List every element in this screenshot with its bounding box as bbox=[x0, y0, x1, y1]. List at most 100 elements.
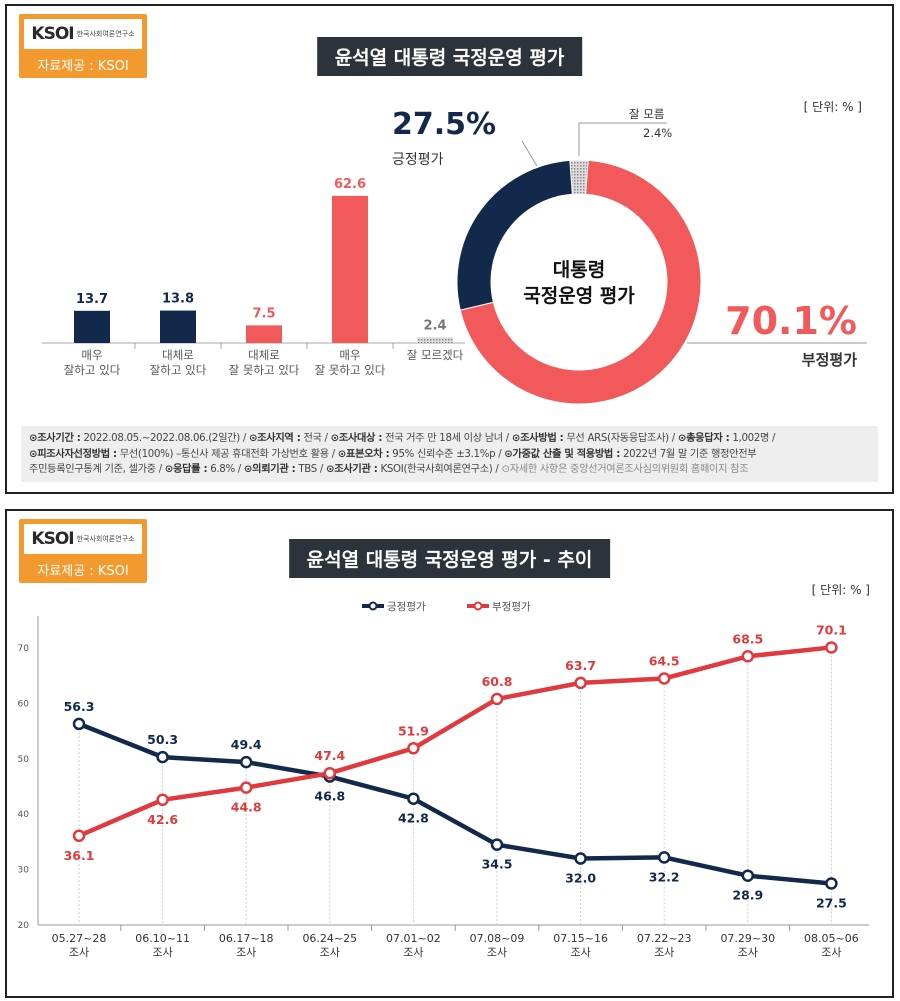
data-label: 64.5 bbox=[649, 653, 680, 668]
logo-mark: KSOI bbox=[31, 529, 74, 549]
bar bbox=[332, 195, 368, 343]
data-label: 60.8 bbox=[482, 674, 513, 689]
donut-center-label: 대통령 bbox=[553, 259, 605, 281]
ksoi-logo: KSOI 한국사회여론연구소 자료제공 : KSOI bbox=[19, 519, 147, 583]
survey-footer: ⊙조사기간 : 2022.08.05.~2022.08.06.(2일간) / ⊙… bbox=[21, 426, 878, 482]
bar-value-label: 13.7 bbox=[76, 292, 108, 307]
donut-center-label: 국정운영 평가 bbox=[523, 285, 635, 307]
bar-value-label: 13.8 bbox=[162, 292, 194, 307]
unknown-label: 잘 모름 bbox=[629, 107, 664, 121]
donut-slice bbox=[456, 159, 573, 311]
footer-value: 무선 ARS(자동응답조사) / bbox=[563, 433, 678, 444]
leader-line bbox=[521, 140, 538, 167]
data-label: 47.4 bbox=[314, 748, 345, 763]
x-tick-label: 조사 bbox=[570, 946, 590, 959]
footer-key: ⊙조사기간 : bbox=[29, 433, 81, 444]
data-point bbox=[825, 641, 838, 654]
unit-label: [ 단위: % ] bbox=[811, 583, 870, 597]
data-label: 42.6 bbox=[147, 812, 178, 827]
trend-panel: KSOI 한국사회여론연구소 자료제공 : KSOI 윤석열 대통령 국정운영 평… bbox=[5, 509, 894, 998]
data-label: 27.5 bbox=[816, 895, 847, 910]
positive-percent: 27.5% bbox=[392, 107, 496, 142]
footer-key: ⊙총응답자 : bbox=[677, 433, 730, 444]
data-point bbox=[657, 851, 671, 864]
footer-key: ⊙조사지역 : bbox=[248, 433, 301, 444]
bar-value-label: 62.6 bbox=[334, 177, 366, 192]
x-tick-label: 조사 bbox=[403, 946, 423, 959]
x-tick-label: 06.17~18 bbox=[219, 932, 274, 945]
bar-category-label: 잘 못하고 있다 bbox=[315, 363, 386, 377]
x-tick-label: 06.10~11 bbox=[135, 932, 190, 945]
data-point bbox=[825, 877, 838, 890]
positive-label: 긍정평가 bbox=[392, 152, 444, 168]
footer-value: 주민등록인구통계 기준, 셀가중 / bbox=[29, 464, 165, 475]
bar-category-label: 대체로 bbox=[162, 348, 194, 362]
legend-label: 긍정평가 bbox=[387, 601, 426, 613]
footer-value: 1,002명 / bbox=[729, 433, 776, 444]
data-point bbox=[574, 852, 587, 865]
bar-category-label: 잘 못하고 있다 bbox=[229, 363, 300, 377]
bar bbox=[417, 337, 453, 343]
footer-value: 95% 신뢰수준 ±3.1%p / bbox=[389, 448, 505, 460]
y-tick-label: 30 bbox=[18, 866, 30, 876]
data-label: 28.9 bbox=[732, 888, 763, 903]
data-label: 68.5 bbox=[732, 631, 763, 646]
data-point bbox=[156, 750, 169, 764]
data-label: 56.3 bbox=[64, 699, 95, 714]
legend-label: 부정평가 bbox=[492, 601, 531, 613]
unit-label: [ 단위: % ] bbox=[803, 100, 862, 114]
footer-value: 무선(100%) –통신사 제공 휴대전화 가상번호 활용 / bbox=[116, 448, 338, 460]
x-tick-label: 07.22~23 bbox=[637, 932, 692, 945]
footer-value: 전국 거주 만 18세 이상 남녀 / bbox=[382, 433, 512, 444]
logo-mark: KSOI bbox=[31, 24, 74, 44]
bar-category-label: 대체로 bbox=[248, 348, 280, 362]
legend-marker bbox=[473, 601, 483, 611]
footer-value: 6.8% / bbox=[207, 464, 244, 475]
data-point bbox=[72, 829, 86, 843]
y-tick-label: 50 bbox=[18, 755, 30, 765]
footer-value: 2022.08.05.~2022.08.06.(2일간) / bbox=[80, 433, 249, 444]
data-label: 44.8 bbox=[231, 800, 262, 815]
bar-category-label: 잘하고 있다 bbox=[150, 363, 207, 377]
footer-value: KSOI(한국사회여론연구소) / bbox=[377, 464, 502, 475]
data-label: 70.1 bbox=[816, 622, 847, 637]
bar bbox=[160, 310, 196, 343]
bar-value-label: 7.5 bbox=[252, 306, 275, 321]
x-tick-label: 조사 bbox=[320, 946, 340, 959]
footer-key: ⊙조사방법 : bbox=[511, 433, 564, 444]
bar-category-label: 잘 모르겠다 bbox=[407, 348, 464, 362]
trend-title: 윤석열 대통령 국정운영 평가 - 추이 bbox=[288, 539, 611, 578]
logo-org: 한국사회여론연구소 bbox=[76, 30, 135, 38]
y-tick-label: 60 bbox=[18, 699, 30, 709]
data-label: 46.8 bbox=[314, 789, 345, 804]
y-tick-label: 70 bbox=[18, 644, 30, 654]
footer-line: ⊙피조사자선정방법 : 무선(100%) –통신사 제공 휴대전화 가상번호 활… bbox=[29, 447, 870, 463]
series-line-부정평가 bbox=[78, 645, 832, 838]
negative-label: 부정평가 bbox=[802, 351, 857, 369]
logo-org: 한국사회여론연구소 bbox=[76, 535, 135, 543]
bar-category-label: 매우 bbox=[81, 348, 102, 362]
footer-value: ⊙자세한 사항은 중앙선거여론조사심의위원회 홈페이지 참조 bbox=[501, 464, 749, 475]
line-chart: 20304050607005.27~28조사06.10~11조사06.17~18… bbox=[18, 601, 869, 959]
current-evaluation-panel: KSOI 한국사회여론연구소 자료제공 : KSOI 윤석열 대통령 국정운영 평… bbox=[5, 4, 894, 494]
data-point bbox=[490, 692, 504, 706]
bar-value-label: 2.4 bbox=[423, 318, 446, 333]
x-tick-label: 07.29~30 bbox=[720, 932, 775, 945]
data-point bbox=[407, 792, 420, 805]
x-tick-label: 조사 bbox=[152, 946, 172, 959]
donut-slice bbox=[459, 159, 702, 405]
data-point bbox=[239, 755, 253, 769]
footer-value: 전국 / bbox=[300, 433, 331, 444]
logo-source: 자료제공 : KSOI bbox=[37, 564, 129, 579]
footer-key: ⊙표본오차 : bbox=[337, 448, 390, 460]
data-point bbox=[741, 869, 755, 882]
footer-key: ⊙의뢰기관 : bbox=[243, 464, 296, 475]
legend-marker bbox=[368, 601, 378, 611]
data-point bbox=[72, 717, 86, 731]
data-label: 63.7 bbox=[565, 658, 596, 673]
y-tick-label: 40 bbox=[18, 810, 30, 820]
data-label: 34.5 bbox=[482, 857, 513, 872]
footer-key: ⊙조사기관 : bbox=[325, 464, 378, 475]
footer-key: ⊙가중값 산출 및 적용방법 : bbox=[504, 448, 621, 460]
x-tick-label: 조사 bbox=[738, 946, 758, 959]
